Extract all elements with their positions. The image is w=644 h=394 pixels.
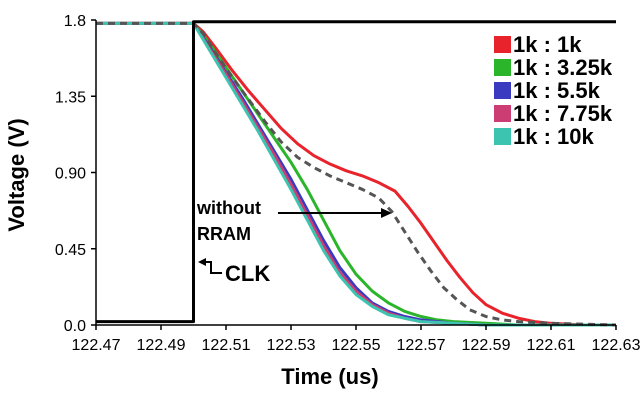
y-tick-label: 0.45 <box>55 242 86 259</box>
y-tick-label: 0.90 <box>55 166 86 183</box>
y-axis-title: Voltage (V) <box>4 118 29 231</box>
x-tick-label: 122.57 <box>397 337 446 354</box>
x-axis-title: Time (us) <box>281 364 378 389</box>
annotation-without-line1: without <box>196 198 261 218</box>
legend-label: 1k : 1k <box>513 32 582 57</box>
x-tick-label: 122.61 <box>527 337 576 354</box>
clk-bracket <box>205 261 222 274</box>
x-tick-label: 122.63 <box>592 337 641 354</box>
x-tick-label: 122.51 <box>202 337 251 354</box>
legend-swatch <box>494 105 511 122</box>
annotation-without-line2: RRAM <box>197 224 251 244</box>
x-tick-label: 122.47 <box>72 337 121 354</box>
y-tick-label: 0.0 <box>64 318 86 335</box>
without-rram-dashed-line <box>96 21 617 327</box>
clk-arrowhead <box>198 258 206 266</box>
legend-swatch <box>494 36 511 53</box>
x-tick-label: 122.49 <box>137 337 186 354</box>
x-tick-label: 122.53 <box>267 337 316 354</box>
legend-swatch <box>494 59 511 76</box>
legend-swatch <box>494 128 511 145</box>
x-tick-label: 122.59 <box>462 337 511 354</box>
annotation-clk: CLK <box>225 261 270 286</box>
clk-annotation: CLK <box>198 258 270 286</box>
ticks-layer: 122.47 122.49 122.51 122.53 122.55 122.57 122.… <box>55 13 641 354</box>
y-tick-label: 1.35 <box>55 89 86 106</box>
series-line-4 <box>96 21 616 327</box>
clock-signal-line <box>96 20 616 324</box>
series-layer <box>96 20 617 327</box>
without-rram-arrowhead <box>381 208 392 218</box>
y-tick-label: 1.8 <box>64 13 86 30</box>
legend-swatch <box>494 82 511 99</box>
legend-label: 1k : 5.5k <box>513 78 601 103</box>
series-line-0 <box>96 21 616 327</box>
legend-label: 1k : 3.25k <box>513 55 613 80</box>
legend-label: 1k : 7.75k <box>513 101 613 126</box>
without-rram-annotation: without RRAM <box>196 198 392 244</box>
x-tick-label: 122.55 <box>332 337 381 354</box>
legend-label: 1k : 10k <box>513 124 594 149</box>
